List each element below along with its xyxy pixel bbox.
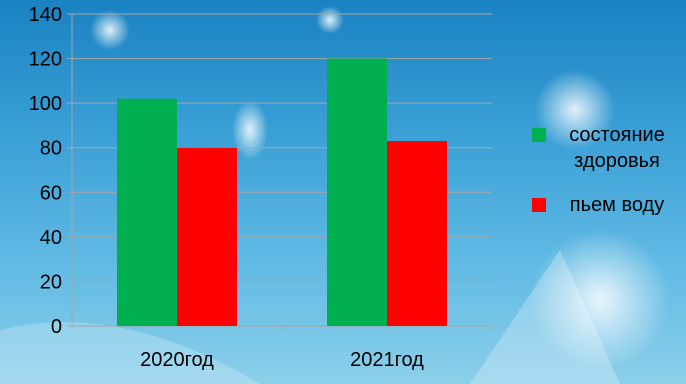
x-axis-category-labels: 2020год 2021год <box>140 349 424 371</box>
y-tick-label: 100 <box>29 93 62 115</box>
y-tick-label: 60 <box>40 182 62 204</box>
bar-health-0 <box>117 98 177 326</box>
y-tick-label: 80 <box>40 138 62 160</box>
chart-legend: состояние здоровья пьем воду <box>532 122 684 236</box>
legend-swatch-green <box>532 128 546 142</box>
x-category-label: 2020год <box>140 349 214 371</box>
y-axis-tick-labels: 0 20 40 60 80 100 120 140 <box>29 4 62 338</box>
y-tick-label: 40 <box>40 227 62 249</box>
bar-water-0 <box>177 147 237 326</box>
y-tick-label: 120 <box>29 49 62 71</box>
legend-item-series-1: состояние здоровья <box>532 122 684 174</box>
bar-chart: 0 20 40 60 80 100 120 140 2020год 2021год <box>29 4 493 371</box>
y-tick-label: 0 <box>51 316 62 338</box>
legend-swatch-red <box>532 198 546 212</box>
legend-label-series-2: пьем воду <box>569 194 665 216</box>
bar-water-1 <box>387 141 447 326</box>
y-tick-label: 20 <box>40 271 62 293</box>
y-tick-label: 140 <box>29 4 62 26</box>
x-category-label: 2021год <box>350 349 424 371</box>
legend-item-series-2: пьем воду <box>532 192 684 218</box>
legend-label-series-1: состояние здоровья <box>569 124 665 172</box>
bar-health-1 <box>327 58 387 326</box>
bars <box>117 58 447 326</box>
